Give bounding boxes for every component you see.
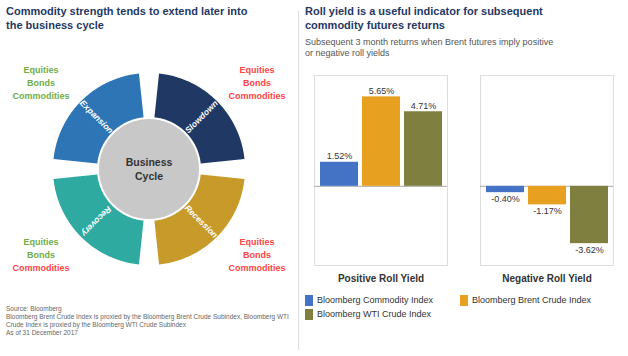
svg-text:1.52%: 1.52% [327,151,353,161]
html-text:Roll yield is a useful indicat: Roll yield is a useful indicator for sub… [305,5,543,31]
svg-text:Negative Roll Yield: Negative Roll Yield [502,273,591,284]
svg-text:Commodities: Commodities [12,263,69,273]
svg-text:Equities: Equities [239,237,274,247]
svg-text:Commodities: Commodities [228,263,285,273]
svg-text:Business: Business [126,156,173,168]
svg-text:Commodities: Commodities [228,91,285,101]
svg-text:Equities: Equities [239,65,274,75]
svg-text:Cycle: Cycle [135,170,163,182]
svg-text:Equities: Equities [23,65,58,75]
html-text:Source: Bloomberg Bloomberg Br: Source: Bloomberg Bloomberg Brent Crude … [6,304,289,336]
svg-text:Bonds: Bonds [243,250,271,260]
html-text:Subsequent 3 month returns whe: Subsequent 3 month returns when Brent fu… [305,36,554,58]
html-text:Bloomberg Commodity Index: Bloomberg Commodity Index [317,295,434,305]
svg-text:-1.17%: -1.17% [533,206,562,216]
html-text:Commodity strength tends to ex: Commodity strength tends to extend later… [6,5,248,31]
svg-text:Recession: Recession [183,202,220,239]
svg-text:Equities: Equities [23,237,58,247]
svg-text:Slowdown: Slowdown [183,98,220,135]
svg-text:-0.40%: -0.40% [491,194,520,204]
svg-text:Positive Roll Yield: Positive Roll Yield [338,273,424,284]
svg-text:Bonds: Bonds [27,78,55,88]
svg-text:Expansion: Expansion [78,97,115,134]
svg-text:Bonds: Bonds [243,78,271,88]
svg-text:5.65%: 5.65% [369,86,395,96]
svg-text:Commodities: Commodities [12,91,69,101]
svg-text:4.71%: 4.71% [411,101,437,111]
html-text:Bloomberg WTI Crude Index: Bloomberg WTI Crude Index [317,309,431,319]
svg-text:Recovery: Recovery [79,204,114,239]
html-text:Bloomberg Brent Crude Index: Bloomberg Brent Crude Index [472,295,592,305]
svg-text:-3.62%: -3.62% [575,245,604,255]
svg-text:Bonds: Bonds [27,250,55,260]
